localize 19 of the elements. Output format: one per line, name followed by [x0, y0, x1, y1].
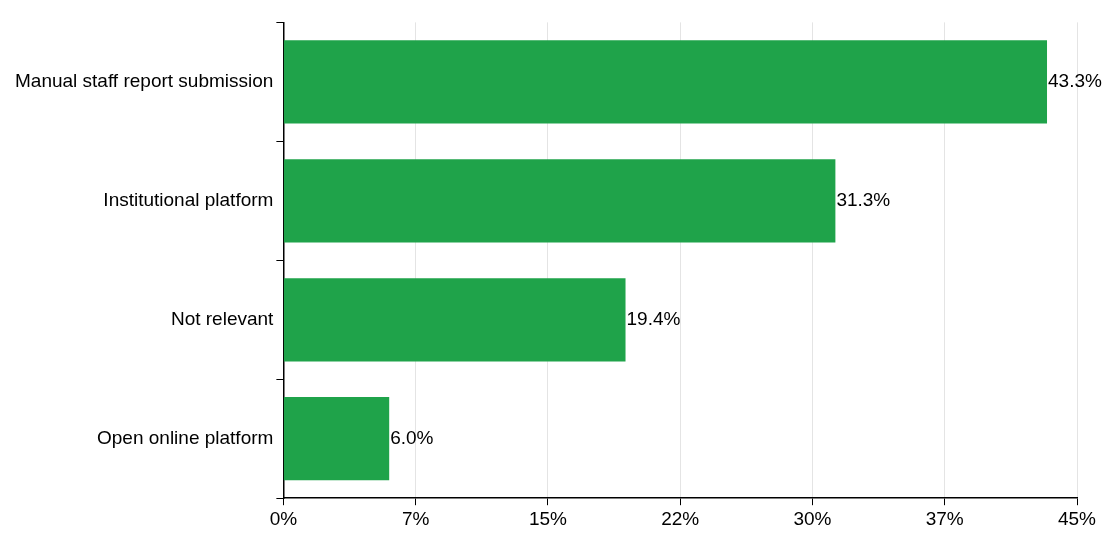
bar — [283, 40, 1048, 124]
data-label: 31.3% — [836, 189, 891, 211]
y-tick-label: Open online platform — [96, 426, 274, 448]
bar — [283, 397, 390, 481]
data-label: 19.4% — [626, 308, 681, 330]
data-label: 43.3% — [1048, 70, 1102, 92]
x-tick-label: 0% — [269, 507, 298, 529]
bar — [283, 159, 836, 243]
x-tick-label: 7% — [401, 507, 430, 529]
x-tick-label: 22% — [661, 507, 700, 529]
x-tick-label: 45% — [1057, 507, 1097, 529]
x-tick-label: 37% — [925, 507, 964, 529]
bar — [283, 278, 626, 362]
y-tick-label: Not relevant — [170, 308, 275, 330]
x-tick-label: 15% — [528, 507, 568, 529]
x-tick-label: 30% — [793, 507, 832, 529]
y-tick-label: Institutional platform — [103, 189, 274, 211]
data-label: 6.0% — [390, 426, 434, 448]
y-tick-label: Manual staff report submission — [14, 70, 274, 92]
